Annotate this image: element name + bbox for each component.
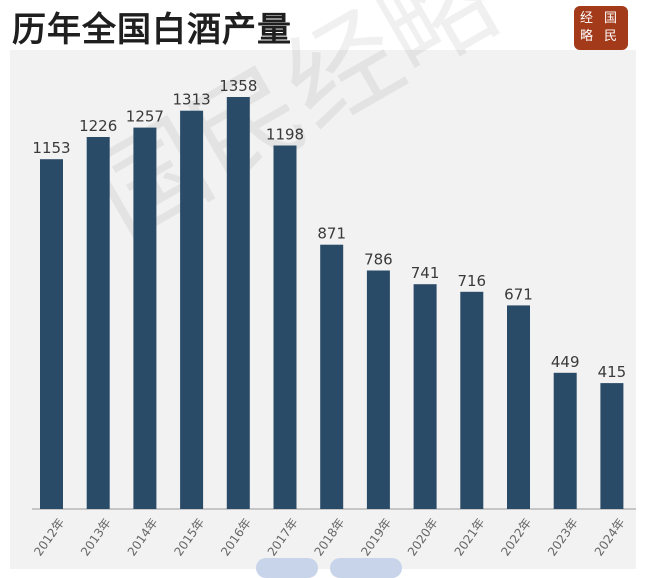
seal-char: 经 (580, 11, 594, 26)
x-tick-label-2016年: 2016年 (218, 516, 254, 559)
bar-2017年 (273, 145, 297, 509)
bar-2023年 (553, 372, 577, 509)
x-tick-label-2015年: 2015年 (171, 516, 207, 559)
bottom-button-left[interactable] (256, 558, 318, 578)
data-label-2019年: 786 (364, 251, 393, 269)
bar-2019年 (366, 270, 390, 509)
x-tick-label-2023年: 2023年 (545, 516, 581, 559)
data-label-2012年: 1153 (32, 139, 70, 157)
x-tick-label-2017年: 2017年 (265, 516, 301, 559)
seal-char: 略 (580, 29, 594, 44)
data-label-2022年: 671 (504, 285, 533, 303)
bottom-button-right[interactable] (330, 558, 402, 578)
data-label-2023年: 449 (551, 353, 580, 371)
x-tick-label-2020年: 2020年 (405, 516, 441, 559)
x-tick-label-2018年: 2018年 (311, 516, 347, 559)
data-label-2024年: 415 (598, 363, 627, 381)
x-tick-label-2021年: 2021年 (452, 516, 488, 559)
x-tick-label-2024年: 2024年 (592, 516, 628, 559)
data-label-2018年: 871 (317, 225, 346, 243)
bar-2024年 (600, 383, 624, 509)
brand-seal: 经 国 略 民 (574, 6, 628, 50)
bar-2014年 (133, 127, 157, 509)
seal-char: 民 (604, 29, 618, 44)
data-label-2016年: 1358 (219, 77, 257, 95)
bar-2015年 (180, 110, 204, 509)
bar-2013年 (86, 137, 110, 509)
bar-2018年 (320, 244, 344, 509)
x-tick-label-2022年: 2022年 (498, 516, 534, 559)
bar-2021年 (460, 291, 484, 509)
x-tick-label-2013年: 2013年 (78, 516, 114, 559)
data-label-2020年: 741 (411, 264, 440, 282)
data-label-2017年: 1198 (266, 126, 304, 144)
bar-2016年 (226, 97, 250, 509)
x-tick-label-2019年: 2019年 (358, 516, 394, 559)
data-label-2021年: 716 (457, 272, 486, 290)
bar-2022年 (507, 305, 530, 509)
x-tick-label-2014年: 2014年 (125, 516, 161, 559)
data-label-2014年: 1257 (126, 108, 164, 126)
data-label-2015年: 1313 (173, 91, 211, 109)
data-label-2013年: 1226 (79, 117, 117, 135)
page-title: 历年全国白酒产量 (12, 10, 292, 50)
bar-2020年 (413, 284, 437, 509)
x-tick-label-2012年: 2012年 (31, 516, 67, 559)
bar-2012年 (40, 159, 63, 509)
seal-char: 国 (604, 11, 618, 26)
